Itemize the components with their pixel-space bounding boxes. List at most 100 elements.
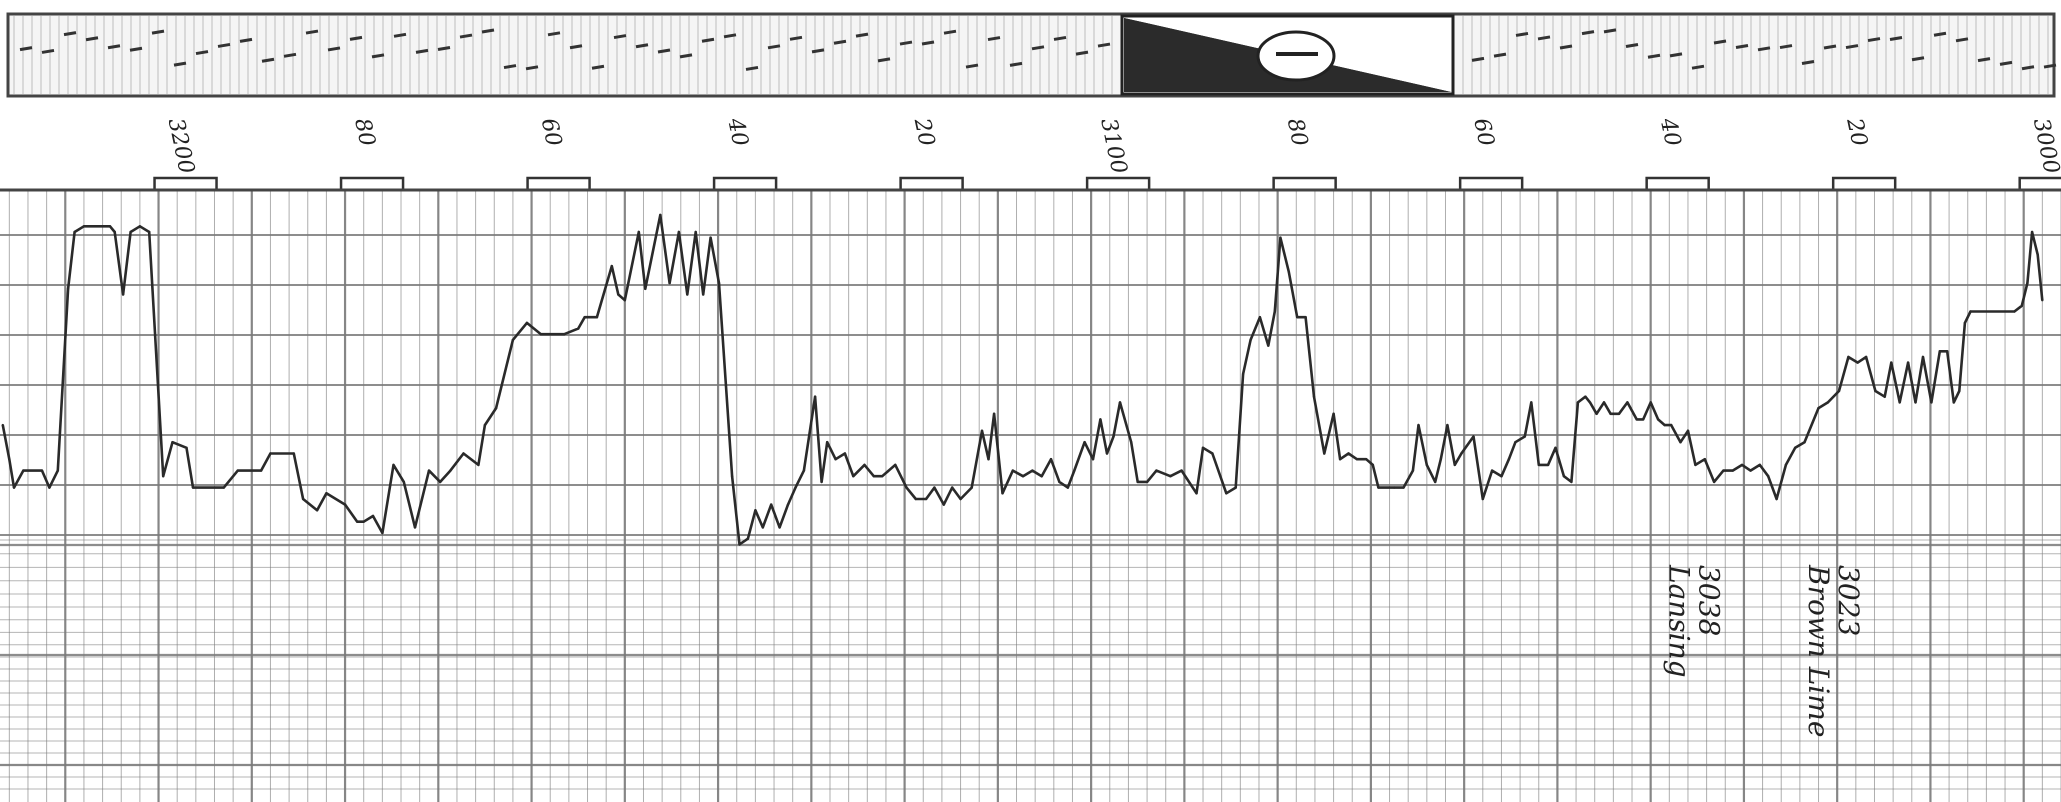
depth-tick-flag xyxy=(1272,176,1337,196)
strip-dash xyxy=(811,48,825,54)
series-point xyxy=(709,236,712,239)
plot-area xyxy=(0,188,2061,802)
series-point xyxy=(1906,361,1910,364)
series-point xyxy=(1546,463,1550,467)
strip-dash xyxy=(371,53,385,59)
strip-dash xyxy=(283,52,297,58)
strip-dash xyxy=(701,37,715,43)
series-point xyxy=(802,469,806,472)
series-point xyxy=(1234,486,1237,489)
strip-dash xyxy=(569,44,583,50)
strip-dash xyxy=(657,48,671,54)
series-point xyxy=(1011,469,1014,472)
strip-dash xyxy=(349,35,363,41)
series-point xyxy=(392,463,395,467)
series-point xyxy=(343,503,347,506)
series-point xyxy=(863,463,866,467)
series-point xyxy=(1969,310,1972,313)
strip-dash xyxy=(1735,44,1749,50)
series-point xyxy=(738,543,741,546)
series-point xyxy=(1169,475,1172,478)
depth-tick-flag xyxy=(153,176,218,196)
series-point xyxy=(1670,423,1673,427)
strip-dash xyxy=(2021,65,2035,71)
depth-tick-label: 80 xyxy=(349,116,379,149)
series-point xyxy=(1021,475,1025,478)
depth-tick-label: 20 xyxy=(1841,115,1871,149)
strip-dash xyxy=(261,57,275,63)
series-point xyxy=(1,423,4,427)
series-point xyxy=(1472,435,1475,438)
series-point xyxy=(315,509,319,512)
header-strip-marks xyxy=(13,16,2057,94)
series-point xyxy=(1371,463,1375,467)
strip-dash xyxy=(1097,42,1111,48)
series-point xyxy=(1963,321,1967,325)
series-point xyxy=(563,333,566,336)
series-point xyxy=(702,293,705,296)
series-point xyxy=(1287,270,1291,273)
series-point xyxy=(427,469,431,472)
series-point xyxy=(1130,441,1133,444)
series-point xyxy=(1679,441,1682,444)
series-point xyxy=(292,452,295,455)
series-point xyxy=(439,480,442,484)
series-point xyxy=(694,230,697,234)
series-point xyxy=(162,475,165,478)
series-point xyxy=(1099,418,1102,421)
series-point xyxy=(933,486,936,489)
strip-dash xyxy=(415,48,429,54)
series-point xyxy=(1446,423,1449,427)
series-point xyxy=(1439,458,1443,461)
series-point xyxy=(1837,389,1841,393)
series-point xyxy=(1749,469,1752,472)
series-point xyxy=(746,537,750,540)
series-point xyxy=(754,509,757,512)
series-point xyxy=(1136,480,1139,484)
strip-dash xyxy=(1911,56,1925,62)
series-point xyxy=(325,492,328,495)
series-point xyxy=(1523,435,1527,438)
series-point xyxy=(826,441,829,444)
series-point xyxy=(22,469,25,472)
series-point xyxy=(914,497,917,501)
series-point xyxy=(539,333,543,336)
series-point xyxy=(1847,355,1850,359)
series-point xyxy=(677,230,681,234)
depth-tick-flag xyxy=(526,176,591,196)
series-point xyxy=(992,412,996,415)
series-point xyxy=(637,230,640,234)
series-point xyxy=(1332,412,1335,415)
strip-dash xyxy=(1823,44,1837,50)
series-point xyxy=(48,486,51,489)
series-point xyxy=(1304,316,1307,319)
depth-tick-labels: 3200 80 60 40 20 3100 80 60 40 20 3000 xyxy=(163,115,2061,176)
series-point xyxy=(623,299,626,302)
series-point xyxy=(1180,469,1183,472)
series-point xyxy=(1930,401,1933,404)
series-point xyxy=(73,230,76,234)
strip-dash xyxy=(943,29,957,35)
strip-dash xyxy=(41,48,55,54)
series-point xyxy=(1249,338,1252,342)
strip-dash xyxy=(1779,44,1793,50)
series-point xyxy=(843,452,847,455)
series-point xyxy=(121,293,125,296)
series-point xyxy=(1507,458,1511,461)
strip-dash xyxy=(173,61,187,67)
strip-dash xyxy=(1581,30,1595,36)
series-point xyxy=(668,281,671,285)
strip-dash xyxy=(217,42,231,48)
series-point xyxy=(1273,310,1277,313)
series-point xyxy=(1588,401,1592,404)
strip-dash xyxy=(1713,39,1727,45)
depth-tick-flag xyxy=(1085,176,1151,196)
strip-dash xyxy=(239,37,253,43)
series-point xyxy=(56,469,59,472)
strip-dash xyxy=(1955,37,1969,43)
depth-tick-flag xyxy=(1831,176,1897,196)
series-point xyxy=(1938,350,1942,353)
series-point xyxy=(191,486,195,489)
